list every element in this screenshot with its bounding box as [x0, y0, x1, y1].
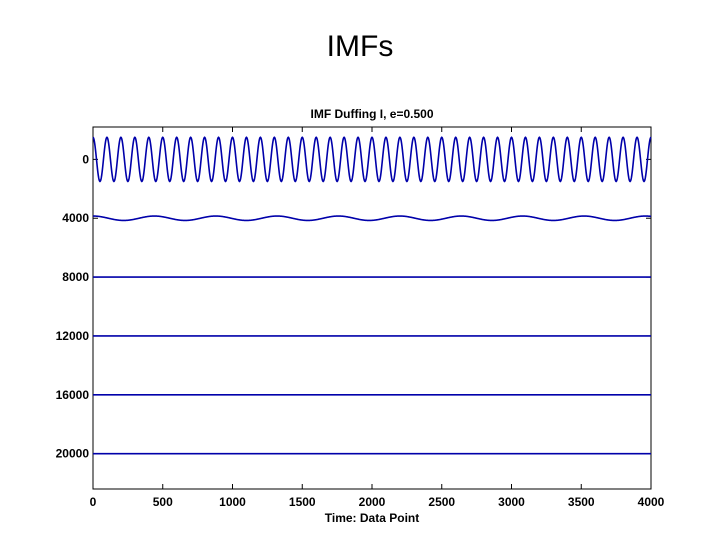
imf-line-1 [92, 136, 652, 183]
x-tick-label: 0 [90, 495, 97, 509]
y-tick-label: 0 [82, 152, 89, 166]
x-tick-label: 3000 [498, 495, 525, 509]
imf-line-2 [93, 215, 652, 222]
x-tick-label: 500 [153, 495, 173, 509]
x-tick-label: 2000 [359, 495, 386, 509]
x-tick-label: 3500 [568, 495, 595, 509]
x-tick-label: 2500 [428, 495, 455, 509]
y-tick-label: 16000 [56, 388, 90, 402]
x-tick-label: 4000 [638, 495, 665, 509]
chart-title: IMF Duffing I, e=0.500 [310, 107, 433, 121]
y-tick-label: 4000 [62, 211, 89, 225]
y-tick-label: 12000 [56, 329, 90, 343]
y-tick-label: 20000 [56, 447, 90, 461]
x-tick-label: 1000 [219, 495, 246, 509]
x-axis: 0 500 1000 1500 2000 2500 3000 3500 4000 [90, 127, 665, 509]
slide-title: IMFs [326, 30, 394, 63]
y-axis: 0 4000 8000 12000 16000 20000 [56, 152, 651, 461]
plot-area [92, 126, 652, 490]
imf-series [92, 136, 652, 455]
x-axis-label: Time: Data Point [325, 511, 419, 525]
x-tick-label: 1500 [289, 495, 316, 509]
y-tick-label: 8000 [62, 270, 89, 284]
